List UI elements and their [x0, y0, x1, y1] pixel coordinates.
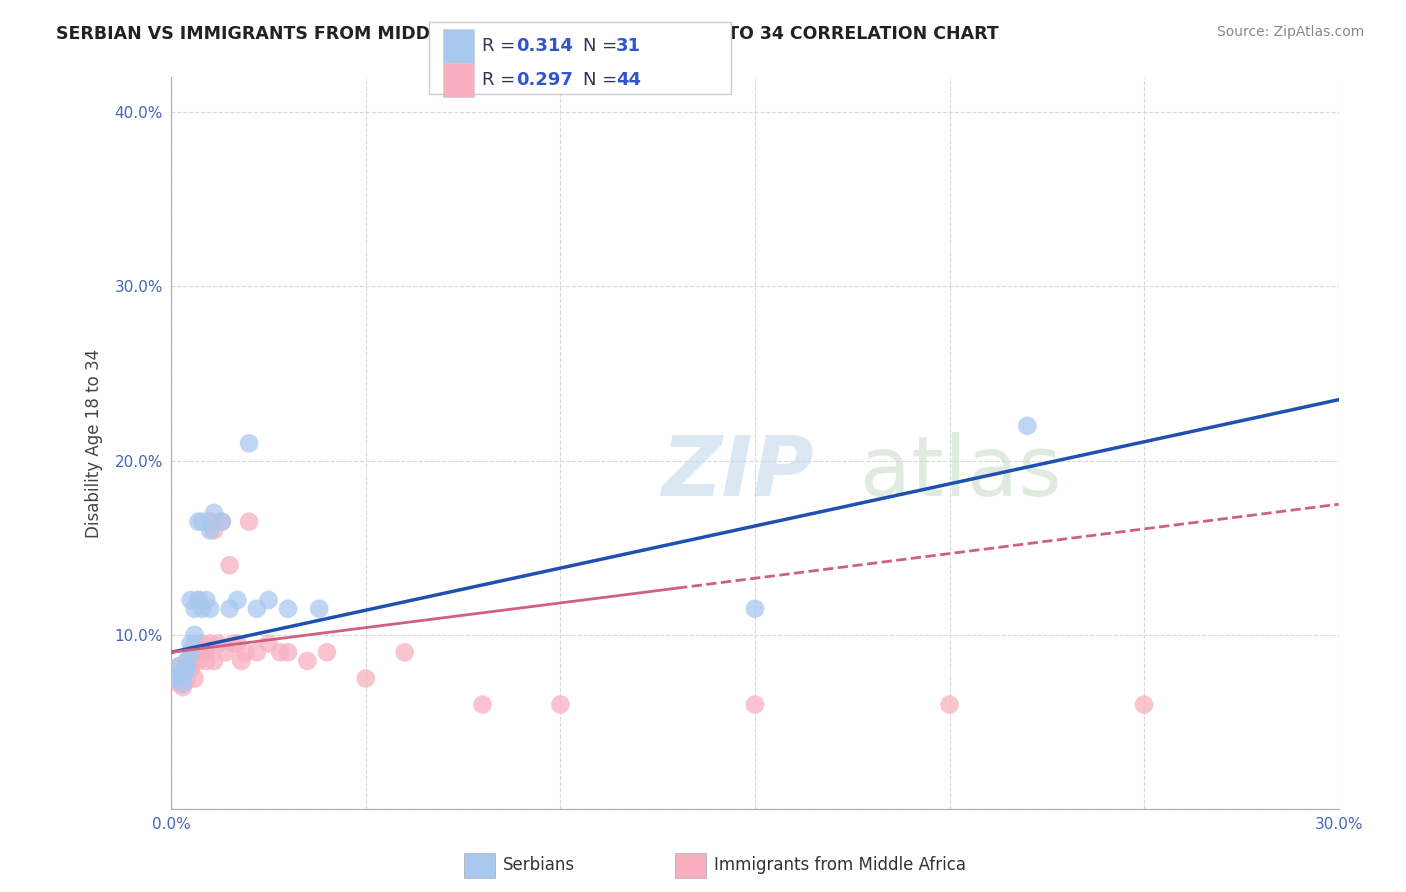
Point: [187, 654, 209, 668]
Text: 44: 44: [616, 71, 641, 89]
Point: [180, 593, 202, 607]
Point: [180, 637, 202, 651]
Point: [191, 515, 214, 529]
Point: [215, 645, 238, 659]
Point: [207, 637, 229, 651]
Point: [246, 645, 269, 659]
Point: [187, 593, 209, 607]
Point: [211, 515, 233, 529]
Text: atlas: atlas: [860, 432, 1062, 513]
Point: [176, 673, 198, 688]
Text: 0.314: 0.314: [516, 37, 572, 55]
Text: ZIP: ZIP: [662, 432, 814, 513]
Point: [297, 654, 319, 668]
Point: [198, 524, 221, 538]
Point: [195, 593, 218, 607]
Point: [180, 645, 202, 659]
Point: [277, 645, 299, 659]
Point: [257, 637, 280, 651]
Point: [226, 637, 249, 651]
Point: [550, 698, 572, 712]
Point: [187, 593, 209, 607]
Text: N =: N =: [583, 37, 623, 55]
Point: [226, 593, 249, 607]
Text: Source: ZipAtlas.com: Source: ZipAtlas.com: [1216, 25, 1364, 39]
Point: [172, 676, 194, 690]
Point: [316, 645, 339, 659]
Point: [187, 515, 209, 529]
Point: [183, 601, 205, 615]
Point: [198, 515, 221, 529]
Text: Immigrants from Middle Africa: Immigrants from Middle Africa: [714, 856, 966, 874]
Point: [191, 645, 214, 659]
Y-axis label: Disability Age 18 to 34: Disability Age 18 to 34: [86, 349, 103, 538]
Text: N =: N =: [583, 71, 623, 89]
Point: [195, 654, 218, 668]
Point: [176, 659, 198, 673]
Point: [202, 506, 225, 520]
Point: [165, 672, 187, 686]
Text: R =: R =: [482, 37, 522, 55]
Point: [176, 663, 198, 677]
Point: [191, 601, 214, 615]
Point: [238, 515, 260, 529]
Point: [172, 670, 194, 684]
Point: [233, 645, 256, 659]
Text: 31: 31: [616, 37, 641, 55]
Point: [202, 654, 225, 668]
Point: [1017, 418, 1039, 433]
Point: [744, 698, 766, 712]
Point: [195, 645, 218, 659]
Point: [218, 558, 240, 573]
Point: [198, 637, 221, 651]
Point: [222, 637, 245, 651]
Text: R =: R =: [482, 71, 522, 89]
Point: [218, 601, 240, 615]
Point: [180, 645, 202, 659]
Point: [167, 666, 190, 681]
Text: 0.297: 0.297: [516, 71, 572, 89]
Point: [172, 680, 194, 694]
Point: [176, 654, 198, 668]
Point: [183, 672, 205, 686]
Point: [167, 676, 190, 690]
Point: [269, 645, 291, 659]
Point: [354, 672, 377, 686]
Point: [183, 628, 205, 642]
Point: [183, 637, 205, 651]
Point: [167, 659, 190, 673]
Point: [176, 654, 198, 668]
Point: [246, 601, 269, 615]
Point: [198, 601, 221, 615]
Point: [167, 659, 190, 673]
Point: [180, 657, 202, 672]
Text: SERBIAN VS IMMIGRANTS FROM MIDDLE AFRICA DISABILITY AGE 18 TO 34 CORRELATION CHA: SERBIAN VS IMMIGRANTS FROM MIDDLE AFRICA…: [56, 25, 1000, 43]
Point: [180, 663, 202, 677]
Point: [191, 637, 214, 651]
Point: [471, 698, 494, 712]
Point: [394, 645, 416, 659]
Point: [744, 601, 766, 615]
Point: [1133, 698, 1156, 712]
Text: Serbians: Serbians: [503, 856, 575, 874]
Point: [277, 601, 299, 615]
Point: [308, 601, 330, 615]
Point: [938, 698, 960, 712]
Point: [202, 524, 225, 538]
Point: [211, 515, 233, 529]
Point: [165, 672, 187, 686]
Point: [257, 593, 280, 607]
Point: [172, 666, 194, 681]
Point: [231, 654, 253, 668]
Point: [238, 436, 260, 450]
